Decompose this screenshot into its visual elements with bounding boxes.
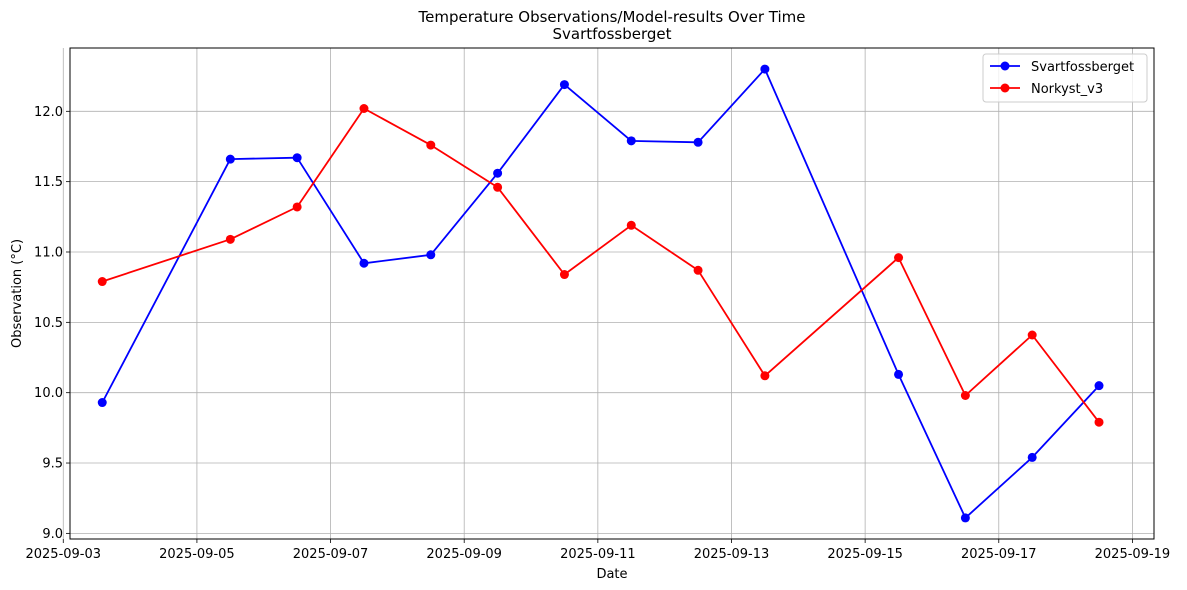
plot-frame	[69, 47, 1155, 540]
data-point	[1094, 417, 1104, 427]
y-tick-label: 9.5	[42, 457, 63, 472]
x-axis: 2025-09-03 2025-09-05 2025-09-07 2025-09-09…	[25, 539, 1170, 562]
data-point	[426, 140, 436, 150]
data-point	[960, 513, 970, 523]
data-point	[1094, 381, 1104, 391]
legend-marker-norkyst	[1000, 83, 1010, 93]
x-tick-label: 2025-09-09	[426, 547, 502, 562]
legend-box	[982, 53, 1148, 103]
data-point	[97, 398, 107, 408]
x-axis-label: Date	[596, 567, 627, 582]
data-point	[559, 270, 569, 280]
x-tick-label: 2025-09-17	[961, 547, 1037, 562]
y-tick-label: 11.0	[34, 245, 63, 260]
series-svartfossberget	[97, 64, 1104, 523]
data-point	[760, 371, 770, 381]
y-tick-label: 12.0	[34, 105, 63, 120]
series-line	[101, 68, 1100, 519]
data-point	[493, 182, 503, 192]
x-tick-label: 2025-09-19	[1095, 547, 1171, 562]
series-norkyst-v3	[97, 103, 1104, 427]
y-axis: 9.0 9.5 10.0 10.5 11.0 11.5 12.0	[34, 105, 70, 542]
chart-subtitle: Svartfossberget	[552, 25, 671, 43]
data-point	[97, 277, 107, 287]
legend-label-norkyst: Norkyst_v3	[1031, 82, 1103, 97]
data-point	[1027, 452, 1037, 462]
data-point	[894, 253, 904, 263]
data-point	[1027, 330, 1037, 340]
x-tick-label: 2025-09-05	[159, 547, 235, 562]
data-point	[894, 369, 904, 379]
data-point	[292, 202, 302, 212]
y-tick-label: 10.0	[34, 386, 63, 401]
data-point	[493, 168, 503, 178]
y-axis-label: Observation (°C)	[10, 239, 25, 348]
legend-label-svartfossberget: Svartfossberget	[1031, 60, 1134, 75]
y-tick-label: 11.5	[34, 175, 63, 190]
y-tick-label: 10.5	[34, 316, 63, 331]
chart-title: Temperature Observations/Model-results O…	[417, 8, 805, 26]
grid	[62, 48, 1154, 539]
data-point	[225, 154, 235, 164]
data-point	[225, 234, 235, 244]
data-point	[693, 265, 703, 275]
series-layer	[97, 64, 1104, 523]
x-tick-label: 2025-09-11	[560, 547, 636, 562]
y-tick-label: 9.0	[42, 527, 63, 542]
data-point	[626, 220, 636, 230]
series-line	[102, 107, 1100, 423]
x-tick-label: 2025-09-03	[25, 547, 101, 562]
data-point	[426, 250, 436, 260]
data-point	[559, 80, 569, 90]
data-point	[693, 137, 703, 147]
legend-marker-svartfossberget	[1000, 61, 1010, 71]
x-tick-label: 2025-09-15	[827, 547, 903, 562]
data-point	[359, 103, 369, 113]
data-point	[626, 136, 636, 146]
x-tick-label: 2025-09-13	[694, 547, 770, 562]
data-point	[359, 258, 369, 268]
data-point	[760, 64, 770, 74]
data-point	[960, 390, 970, 400]
data-point	[292, 153, 302, 163]
legend: Svartfossberget Norkyst_v3	[982, 53, 1148, 103]
x-tick-label: 2025-09-07	[293, 547, 369, 562]
